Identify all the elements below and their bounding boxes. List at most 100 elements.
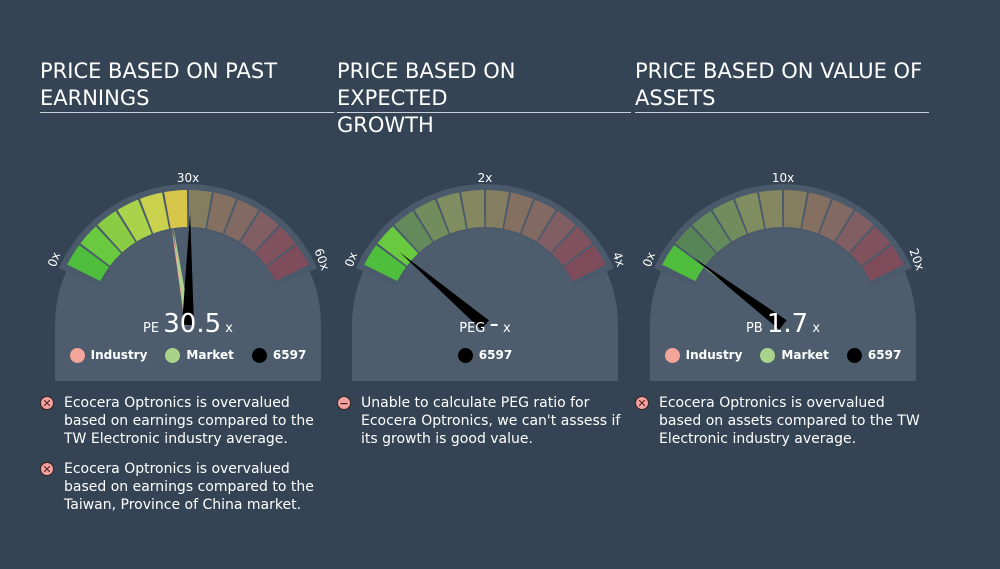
gauge-tick-label: 2x bbox=[478, 171, 493, 185]
legend-company: 6597 bbox=[251, 345, 307, 365]
peg-notes: − Unable to calculate PEG ratio for Ecoce… bbox=[337, 394, 633, 460]
note-text: Ecocera Optronics is overvalued based on… bbox=[64, 461, 314, 513]
gauge-tick-label: 4x bbox=[610, 250, 628, 269]
fail-icon: ✕ bbox=[40, 462, 54, 476]
gauge-segment bbox=[712, 199, 747, 242]
legend-industry: Industry bbox=[69, 345, 148, 365]
gauge-segment bbox=[67, 245, 110, 282]
panel-expected-growth: PRICE BASED ON EXPECTED GROWTH 0x 2x 4x PEG… bbox=[337, 0, 633, 569]
gauge-segment bbox=[759, 190, 783, 229]
title-divider bbox=[40, 112, 334, 113]
industry-dot-icon bbox=[664, 347, 680, 363]
gauge-segment bbox=[521, 199, 556, 242]
metric-value: - bbox=[490, 309, 499, 339]
gauge-segment bbox=[139, 192, 170, 234]
note-item: − Unable to calculate PEG ratio for Ecoce… bbox=[337, 394, 633, 448]
legend-company: 6597 bbox=[846, 345, 902, 365]
legend-label: 6597 bbox=[867, 348, 902, 362]
gauge-segment bbox=[97, 211, 136, 253]
fail-icon: ✕ bbox=[635, 396, 649, 410]
gauge-segment bbox=[801, 192, 832, 234]
gauge-segment bbox=[364, 245, 407, 282]
gauge-segment bbox=[224, 199, 259, 242]
panel-past-earnings: PRICE BASED ON PAST EARNINGS 0x 30x 60x PE … bbox=[40, 0, 336, 569]
gauge-tick-label: 30x bbox=[177, 171, 199, 185]
gauge-segment bbox=[188, 190, 212, 229]
metric-value: 30.5 bbox=[163, 309, 221, 339]
panel-title: PRICE BASED ON EXPECTED GROWTH bbox=[337, 59, 516, 137]
note-text: Ecocera Optronics is overvalued based on… bbox=[659, 395, 920, 447]
gauge-segment bbox=[849, 226, 891, 266]
gauge-segment bbox=[563, 245, 606, 282]
gauge-segment bbox=[414, 199, 449, 242]
metric-label: PE bbox=[143, 321, 163, 336]
gauge-segment bbox=[734, 192, 765, 234]
needle-6597 bbox=[182, 213, 194, 326]
note-text: Unable to calculate PEG ratio for Ecocer… bbox=[361, 395, 621, 447]
panel-title: PRICE BASED ON VALUE OF ASSETS bbox=[635, 59, 923, 110]
peg-legend: 6597 bbox=[337, 345, 633, 365]
note-text: Ecocera Optronics is overvalued based on… bbox=[64, 395, 314, 447]
needle-6597 bbox=[399, 252, 489, 330]
gauge-segment bbox=[662, 245, 705, 282]
metric-label: PB bbox=[746, 321, 767, 336]
legend-label: Industry bbox=[90, 348, 148, 362]
legend-label: Market bbox=[781, 348, 829, 362]
gauge-segment bbox=[503, 192, 534, 234]
gauge-tick-label: 0x bbox=[342, 250, 360, 269]
pe-notes: ✕ Ecocera Optronics is overvalued based o… bbox=[40, 394, 336, 526]
legend-label: Market bbox=[186, 348, 234, 362]
gauge-segment bbox=[206, 192, 237, 234]
minus-icon: − bbox=[337, 396, 351, 410]
title-divider bbox=[337, 112, 631, 113]
legend-industry: Industry bbox=[664, 345, 742, 365]
gauge-segment bbox=[675, 226, 717, 266]
panel-title: PRICE BASED ON PAST EARNINGS bbox=[40, 59, 278, 110]
panel-value-of-assets: PRICE BASED ON VALUE OF ASSETS 0x 10x 20x P… bbox=[635, 0, 931, 569]
metric-label: PEG bbox=[459, 321, 489, 336]
pe-legend: Industry Market 6597 bbox=[40, 345, 336, 365]
gauge-segment bbox=[692, 211, 731, 253]
gauge-segment bbox=[394, 211, 433, 253]
gauge-segment bbox=[835, 211, 874, 253]
legend-company: 6597 bbox=[457, 345, 513, 365]
metric-unit: x bbox=[221, 321, 233, 336]
legend-market: Market bbox=[760, 345, 829, 365]
metric-value: 1.7 bbox=[767, 309, 808, 339]
gauge-segment bbox=[266, 245, 309, 282]
peg-gauge: 0x 2x 4x PEG - x bbox=[342, 171, 628, 381]
metric-readout: PB 1.7 x bbox=[746, 309, 820, 339]
gauge-segment bbox=[551, 226, 593, 266]
note-item: ✕ Ecocera Optronics is overvalued based o… bbox=[40, 460, 336, 514]
legend-label: 6597 bbox=[478, 348, 513, 362]
gauge-inner bbox=[389, 229, 581, 381]
pb-legend: Industry Market 6597 bbox=[635, 345, 931, 365]
metric-unit: x bbox=[808, 321, 820, 336]
metric-readout: PEG - x bbox=[459, 309, 511, 339]
market-dot-icon bbox=[165, 347, 181, 363]
legend-label: 6597 bbox=[272, 348, 307, 362]
gauge-segment bbox=[117, 199, 152, 242]
company-dot-icon bbox=[251, 347, 267, 363]
gauge-segment bbox=[254, 226, 296, 266]
fail-icon: ✕ bbox=[40, 396, 54, 410]
gauge-inner bbox=[687, 229, 879, 381]
gauge-segment bbox=[461, 190, 485, 229]
company-dot-icon bbox=[457, 347, 473, 363]
gauge-tick-label: 10x bbox=[772, 171, 794, 185]
gauge-segment bbox=[819, 199, 854, 242]
gauge-segment bbox=[537, 211, 576, 253]
gauge-tick-label: 0x bbox=[640, 250, 658, 269]
market-dot-icon bbox=[760, 347, 776, 363]
metric-readout: PE 30.5 x bbox=[143, 309, 233, 339]
company-dot-icon bbox=[846, 347, 862, 363]
gauge-segment bbox=[240, 211, 279, 253]
pb-notes: ✕ Ecocera Optronics is overvalued based o… bbox=[635, 394, 931, 460]
legend-market: Market bbox=[165, 345, 234, 365]
metric-unit: x bbox=[499, 321, 511, 336]
industry-dot-icon bbox=[69, 347, 85, 363]
gauge-segment bbox=[80, 226, 122, 266]
note-item: ✕ Ecocera Optronics is overvalued based o… bbox=[635, 394, 931, 448]
